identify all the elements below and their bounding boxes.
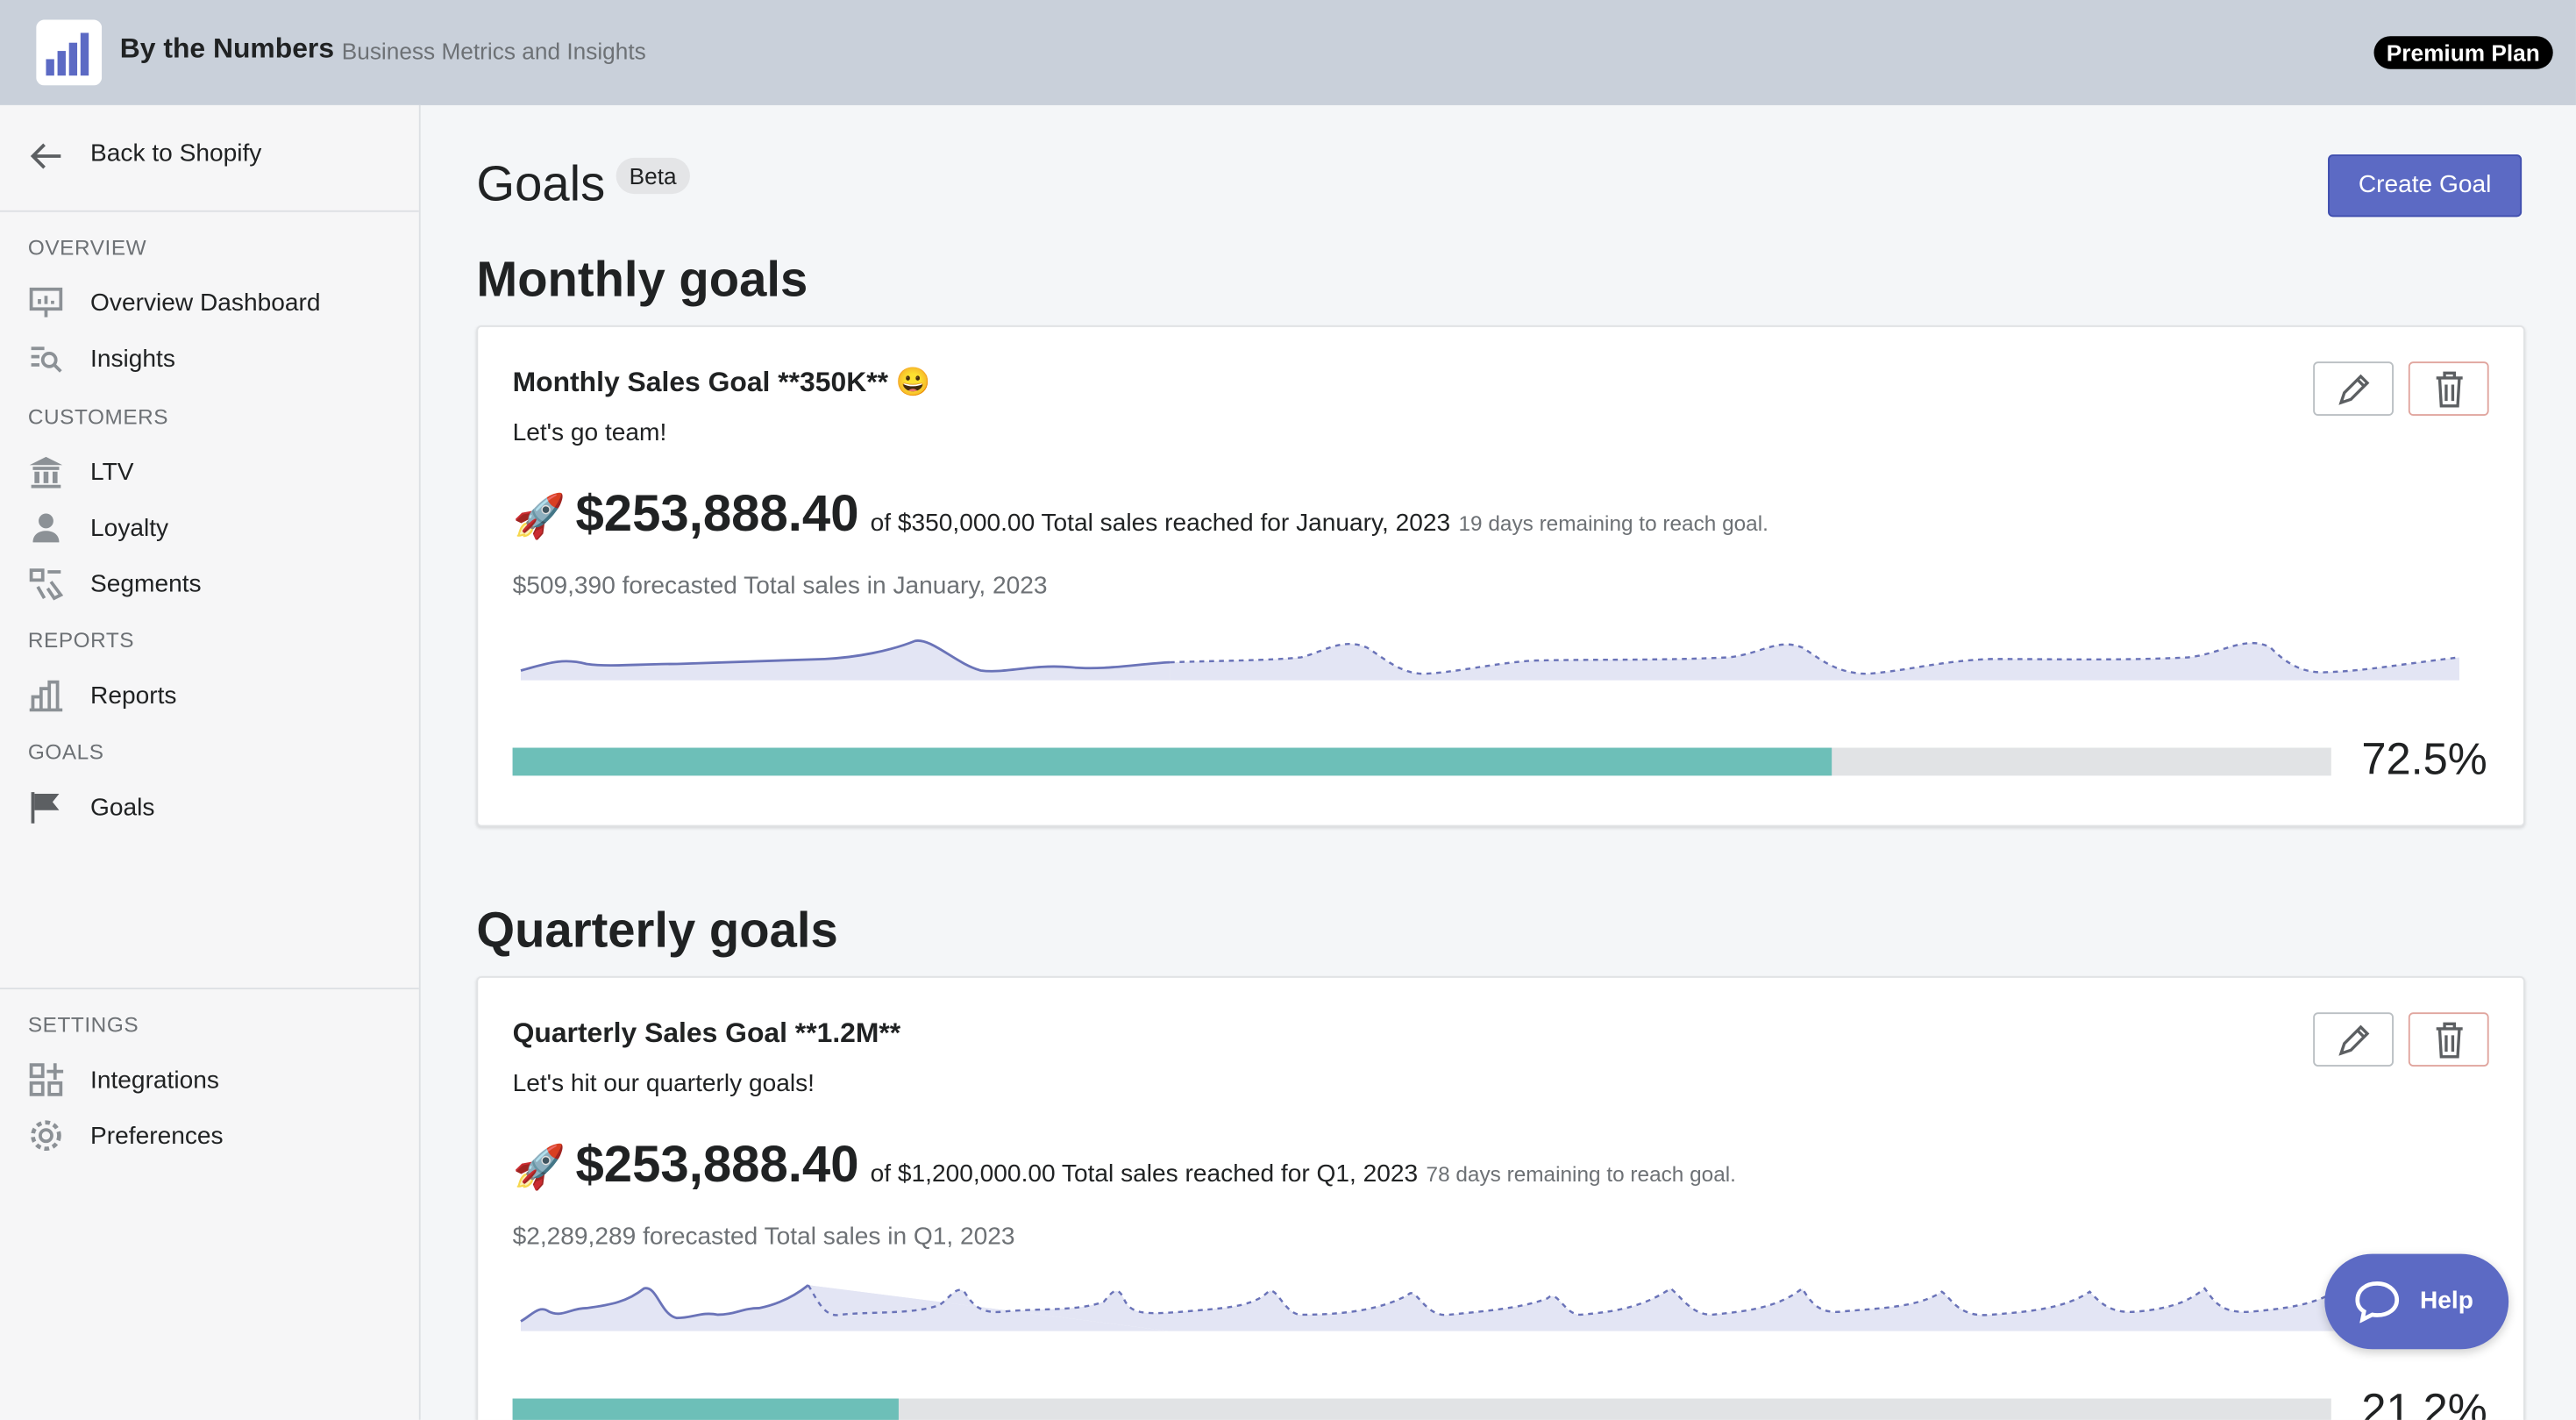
goal-card: Monthly Sales Goal **350K** 😀 Let's go t… [476, 325, 2525, 827]
nav-item[interactable]: Integrations [90, 1067, 219, 1095]
logo [36, 19, 103, 86]
nav-item[interactable]: Segments [90, 570, 202, 599]
sparkline [520, 639, 2460, 681]
app-subtitle: Business Metrics and Insights [341, 38, 646, 65]
progress-label: 21.2% [2361, 1385, 2487, 1420]
nav-icon [29, 568, 64, 601]
nav-heading: CUSTOMERS [27, 403, 169, 430]
nav-heading: SETTINGS [27, 1012, 139, 1038]
nav-icon [31, 792, 60, 824]
progress-fill [512, 747, 1832, 776]
plan-badge: Premium Plan [2373, 36, 2553, 69]
help-icon [2355, 1281, 2400, 1324]
delete-icon [2436, 371, 2463, 408]
divider [0, 988, 419, 989]
edit-button[interactable] [2313, 1012, 2394, 1067]
nav-item[interactable]: Loyalty [90, 514, 169, 543]
help-button[interactable]: Help [2324, 1253, 2509, 1350]
help-label: Help [2419, 1287, 2473, 1315]
beta-badge: Beta [616, 157, 690, 195]
nav-icon [29, 680, 63, 712]
goal-forecast: $509,390 forecasted Total sales in Janua… [512, 572, 1048, 600]
create-goal-button[interactable]: Create Goal [2328, 154, 2523, 218]
nav-item[interactable]: Goals [90, 793, 155, 822]
goal-name: Quarterly Sales Goal **1.2M** [512, 1017, 901, 1049]
goal-amount: $253,888.40 [575, 484, 859, 543]
goal-remaining: 19 days remaining to reach goal. [1458, 510, 1768, 536]
nav-item[interactable]: LTV [90, 458, 134, 487]
delete-button[interactable] [2408, 361, 2489, 417]
nav-icon [31, 346, 62, 373]
section-heading: Quarterly goals [476, 903, 838, 959]
progress-fill [512, 1398, 899, 1420]
progress-label: 72.5% [2361, 734, 2487, 784]
progress-track [512, 747, 2331, 776]
nav-item[interactable]: Overview Dashboard [90, 289, 321, 318]
delete-icon [2436, 1022, 2463, 1059]
sidebar: Back to Shopify OVERVIEW Overview Dashbo… [0, 104, 421, 1420]
goal-remaining: 78 days remaining to reach goal. [1426, 1161, 1736, 1187]
sparkline [520, 1283, 2468, 1331]
edit-button[interactable] [2313, 361, 2394, 417]
goal-forecast: $2,289,289 forecasted Total sales in Q1,… [512, 1223, 1015, 1251]
goal-icon: 🚀 [512, 1142, 566, 1192]
goal-summary: 🚀 $253,888.40 of $1,200,000.00 Total sal… [513, 1136, 1736, 1195]
goal-description: Let's hit our quarterly goals! [512, 1069, 815, 1098]
nav-heading: GOALS [27, 739, 104, 765]
back-icon [30, 143, 61, 169]
nav-icon [29, 456, 63, 489]
goal-amount: $253,888.40 [575, 1135, 859, 1194]
goal-icon: 🚀 [512, 491, 566, 541]
app-name: By the Numbers [119, 32, 335, 65]
nav-heading: OVERVIEW [27, 234, 147, 260]
nav-icon [32, 513, 60, 543]
nav-item[interactable]: Preferences [90, 1122, 224, 1151]
nav-icon [29, 1063, 64, 1096]
goal-card: Quarterly Sales Goal **1.2M** Let's hit … [476, 975, 2525, 1420]
goal-target: of $1,200,000.00 Total sales reached for… [870, 1160, 1419, 1188]
progress-track [512, 1398, 2331, 1420]
nav-icon [31, 1120, 61, 1152]
goal-summary: 🚀 $253,888.40 of $350,000.00 Total sales… [513, 485, 1768, 544]
edit-icon [2338, 374, 2370, 405]
back-link[interactable]: Back to Shopify [90, 139, 262, 168]
nav-item[interactable]: Insights [90, 345, 175, 374]
edit-icon [2338, 1024, 2370, 1056]
delete-button[interactable] [2408, 1012, 2489, 1067]
nav-icon [29, 287, 63, 318]
top-bar: By the Numbers Business Metrics and Insi… [0, 0, 2576, 105]
goal-target: of $350,000.00 Total sales reached for J… [870, 509, 1451, 538]
nav-heading: REPORTS [27, 627, 135, 653]
divider [0, 210, 419, 212]
goal-description: Let's go team! [512, 418, 667, 447]
page-title: Goals [476, 157, 606, 212]
section-heading: Monthly goals [476, 253, 808, 308]
goal-name: Monthly Sales Goal **350K** 😀 [512, 366, 931, 398]
nav-item[interactable]: Reports [90, 681, 177, 710]
